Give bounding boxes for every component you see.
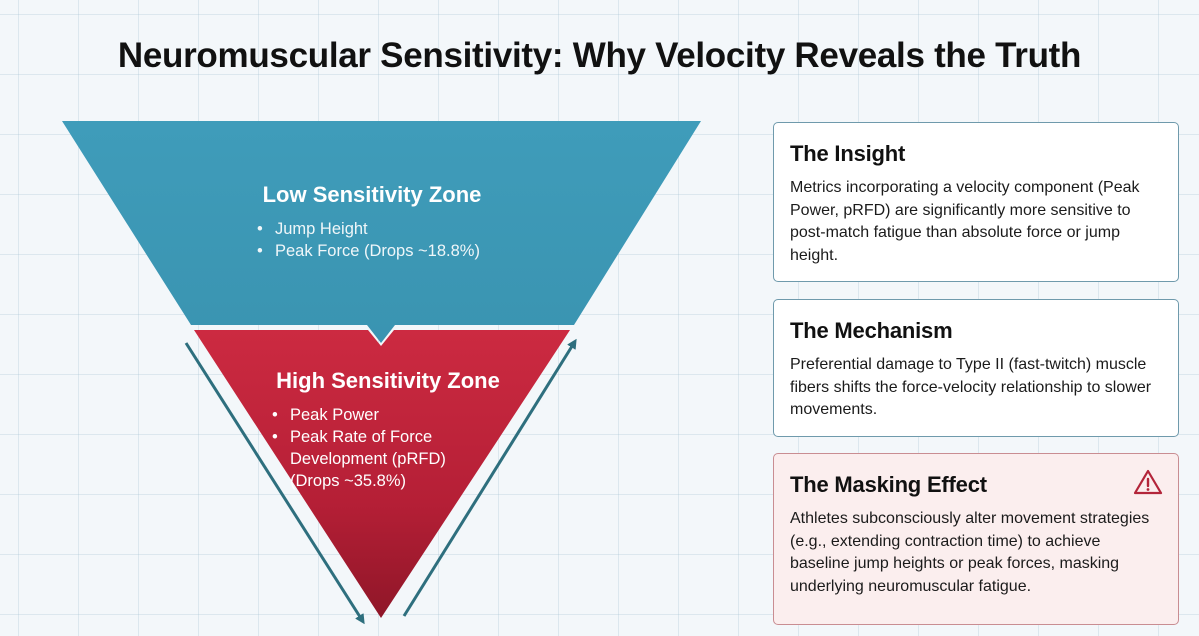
warning-icon — [1133, 469, 1163, 495]
masking-body: Athletes subconsciously alter movement s… — [790, 510, 1150, 595]
high-zone-title: High Sensitivity Zone — [276, 368, 500, 393]
low-zone-item: Peak Force (Drops ~18.8%) — [257, 240, 522, 262]
low-zone-item: Jump Height — [257, 218, 522, 240]
right-up-arrow — [402, 338, 577, 617]
high-zone-item: Peak Power — [272, 404, 472, 426]
masking-effect-card: The Masking Effect Athletes subconscious… — [773, 453, 1179, 625]
insight-title: The Insight — [790, 141, 906, 166]
insight-card: The Insight Metrics incorporating a velo… — [773, 122, 1179, 282]
mechanism-card: The Mechanism Preferential damage to Typ… — [773, 299, 1179, 437]
low-zone-title: Low Sensitivity Zone — [262, 182, 482, 207]
high-zone-list: Peak Power Peak Rate of Force Developmen… — [272, 404, 472, 492]
mechanism-title: The Mechanism — [790, 318, 953, 343]
masking-title: The Masking Effect — [790, 472, 987, 497]
insight-body: Metrics incorporating a velocity compone… — [790, 179, 1140, 264]
high-zone-item: Peak Rate of Force Development (pRFD) (D… — [272, 426, 472, 492]
page-title: Neuromuscular Sensitivity: Why Velocity … — [117, 36, 1082, 75]
low-sensitivity-zone: Low Sensitivity Zone Jump Height Peak Fo… — [222, 182, 522, 262]
mechanism-body: Preferential damage to Type II (fast-twi… — [790, 356, 1152, 418]
high-sensitivity-zone: High Sensitivity Zone Peak Power Peak Ra… — [248, 368, 528, 492]
low-zone-list: Jump Height Peak Force (Drops ~18.8%) — [257, 218, 522, 262]
